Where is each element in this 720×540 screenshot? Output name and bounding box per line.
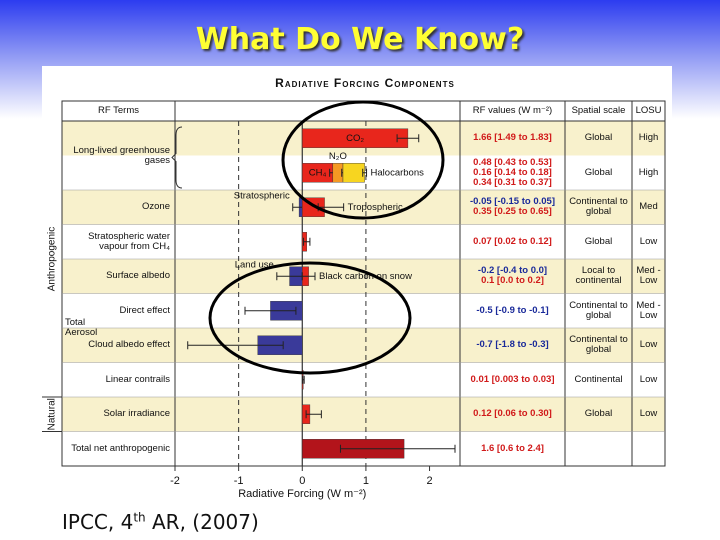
- value-label: 0.12 [0.06 to 0.30]: [473, 408, 552, 420]
- losu: Med - Low: [636, 299, 661, 321]
- term-label: Stratospheric water vapour from CH₄: [88, 230, 170, 252]
- header-spatial: Spatial scale: [571, 105, 626, 117]
- bar-name: Stratospheric: [234, 190, 290, 201]
- highlight-ellipse: [208, 261, 412, 375]
- spatial-scale: Continental to global: [569, 299, 628, 321]
- spatial-scale: Local to continental: [575, 265, 622, 287]
- chart-title: Radiative Forcing Components: [275, 76, 455, 90]
- spatial-scale: Continental to global: [569, 334, 628, 356]
- bar-name: CO₂: [346, 133, 364, 144]
- term-label: Long-lived greenhouse gases: [73, 144, 170, 166]
- spatial-scale: Global: [584, 235, 613, 247]
- value-label: 0.35 [0.25 to 0.65]: [473, 206, 552, 218]
- value-label: -0.7 [-1.8 to -0.3]: [476, 339, 549, 351]
- spatial-scale: Continental: [574, 373, 623, 385]
- value-label: 0.34 [0.31 to 0.37]: [473, 176, 552, 188]
- value-label: 1.66 [1.49 to 1.83]: [473, 132, 552, 144]
- bar-name: Tropospheric: [348, 202, 403, 213]
- value-label: 0.48 [0.43 to 0.53]: [473, 156, 552, 168]
- spatial-scale: Global: [584, 408, 613, 420]
- value-label: 1.6 [0.6 to 2.4]: [481, 442, 544, 454]
- value-cell: -0.5 [-0.9 to -0.1]: [460, 294, 565, 329]
- value-label: -0.5 [-0.9 to -0.1]: [476, 304, 549, 316]
- footer-text-after: AR, (2007): [145, 510, 259, 534]
- value-label: 0.01 [0.003 to 0.03]: [470, 373, 555, 385]
- value-label: 0.16 [0.14 to 0.18]: [473, 166, 552, 178]
- value-label: 0.1 [0.0 to 0.2]: [481, 275, 544, 287]
- value-label: 0.07 [0.02 to 0.12]: [473, 235, 552, 247]
- value-cell: 0.48 [0.43 to 0.53] 0.16 [0.14 to 0.18] 0.…: [460, 156, 565, 191]
- value-cell: 1.66 [1.49 to 1.83]: [460, 121, 565, 156]
- value-cell: 1.6 [0.6 to 2.4]: [460, 432, 565, 467]
- value-cell: -0.2 [-0.4 to 0.0] 0.1 [0.0 to 0.2]: [460, 259, 565, 294]
- highlight-ellipse: [281, 100, 445, 220]
- anthropogenic-label: Anthropogenic: [47, 227, 58, 292]
- brace: [171, 126, 183, 189]
- bar-name: Halocarbons: [371, 167, 425, 178]
- value-label: -0.05 [-0.15 to 0.05]: [469, 196, 555, 208]
- losu: Low: [639, 235, 658, 247]
- x-tick-label: 0: [299, 475, 305, 487]
- header-values: RF values (W m⁻²): [472, 105, 553, 117]
- footer: IPCC, 4th AR, (2007): [62, 510, 259, 534]
- header-losu: LOSU: [635, 105, 662, 117]
- x-axis-label: Radiative Forcing (W m⁻²): [238, 488, 366, 500]
- value-cell: -0.05 [-0.15 to 0.05] 0.35 [0.25 to 0.65]: [460, 190, 565, 225]
- footer-superscript: th: [133, 510, 146, 525]
- slide-title: What Do We Know?: [195, 22, 525, 57]
- term-label: Cloud albedo effect: [88, 339, 170, 351]
- losu: Low: [639, 408, 658, 420]
- spatial-scale: Continental to global: [569, 196, 628, 218]
- value-cell: -0.7 [-1.8 to -0.3]: [460, 328, 565, 363]
- losu: High: [638, 132, 659, 144]
- x-tick-label: 1: [363, 475, 369, 487]
- x-tick-label: -2: [170, 475, 180, 487]
- value-cell: 0.12 [0.06 to 0.30]: [460, 397, 565, 432]
- bar-name: N₂O: [329, 151, 347, 162]
- group-label: Total Aerosol: [65, 317, 98, 338]
- losu: Med - Low: [636, 265, 661, 287]
- losu: Low: [639, 339, 658, 351]
- bar-name: Land use: [235, 259, 274, 270]
- footer-text: IPCC, 4: [62, 510, 134, 534]
- term-label: Linear contrails: [105, 373, 170, 385]
- x-tick-label: 2: [426, 475, 432, 487]
- term-label: Solar irradiance: [103, 408, 170, 420]
- natural-label: Natural: [47, 398, 58, 430]
- term-label: Direct effect: [119, 304, 170, 316]
- bar-name: CH₄: [309, 167, 327, 178]
- bar: [342, 163, 365, 183]
- value-cell: 0.07 [0.02 to 0.12]: [460, 225, 565, 260]
- bar-name: Black carbon on snow: [319, 271, 412, 282]
- term-label: Surface albedo: [106, 270, 170, 282]
- losu: High: [638, 166, 659, 178]
- x-tick-label: -1: [234, 475, 244, 487]
- header-terms: RF Terms: [98, 105, 139, 117]
- term-label: Ozone: [142, 201, 170, 213]
- losu: Low: [639, 373, 658, 385]
- value-label: -0.2 [-0.4 to 0.0]: [477, 265, 548, 277]
- spatial-scale: Global: [584, 166, 613, 178]
- spatial-scale: Global: [584, 132, 613, 144]
- value-cell: 0.01 [0.003 to 0.03]: [460, 363, 565, 398]
- term-label: Total net anthropogenic: [71, 442, 170, 454]
- losu: Med: [639, 201, 658, 213]
